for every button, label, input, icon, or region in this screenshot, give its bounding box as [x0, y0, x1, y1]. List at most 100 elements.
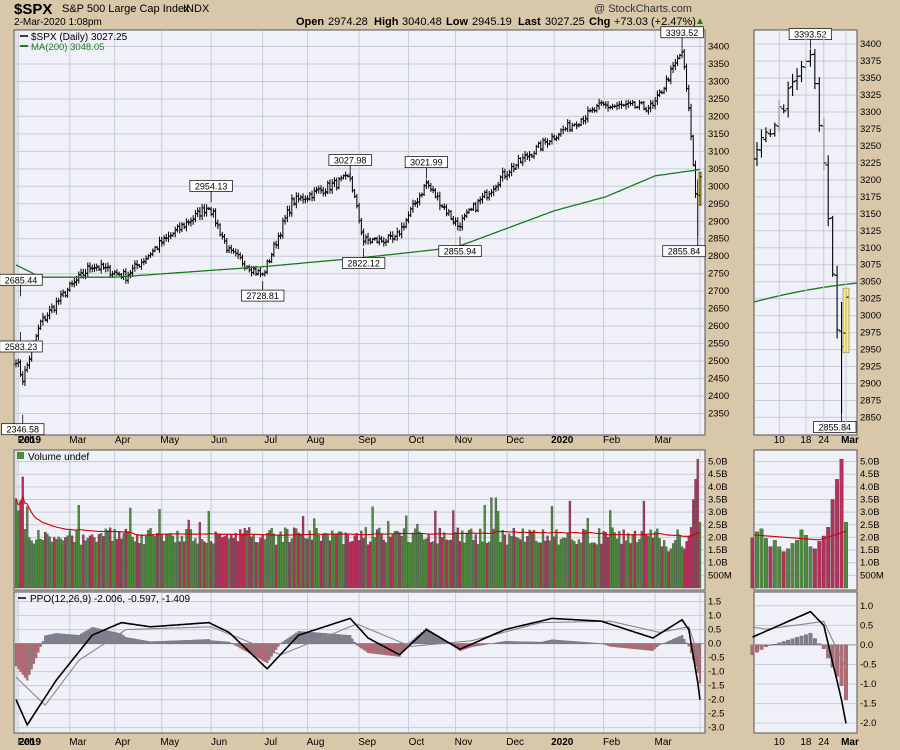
- histogram-bar: [559, 640, 563, 644]
- ohlc-bar: [386, 234, 390, 244]
- x-tick-label: Feb: [18, 435, 36, 446]
- volume-bar: [452, 510, 455, 589]
- volume-bar: [669, 548, 672, 589]
- histogram-bar: [676, 637, 679, 644]
- histogram-bar: [313, 632, 316, 644]
- histogram-bar: [420, 631, 424, 644]
- volume-bar: [582, 528, 585, 589]
- ohlc-bar: [382, 237, 386, 247]
- volume-bar: [171, 535, 175, 589]
- volume-bar: [456, 527, 459, 589]
- histogram-bar: [799, 635, 804, 646]
- ohlc-bar: [144, 255, 148, 264]
- histogram-bar: [93, 627, 96, 644]
- histogram-bar: [485, 643, 489, 645]
- histogram-bar: [118, 633, 121, 644]
- volume-bar: [129, 507, 132, 589]
- volume-bar: [122, 533, 125, 589]
- chg-up-icon: ▲: [695, 16, 705, 27]
- x-tick-label: 10: [774, 435, 786, 446]
- y-tick-label: 4.0B: [860, 482, 880, 493]
- histogram-bar: [358, 643, 361, 647]
- volume-bar: [239, 529, 242, 589]
- volume-bar: [559, 538, 563, 589]
- histogram-bar: [252, 643, 255, 656]
- volume-bar: [223, 536, 226, 589]
- histogram-bar: [506, 641, 509, 644]
- annotation-label: 3027.98: [334, 156, 367, 166]
- volume-bar: [41, 540, 45, 589]
- histogram-bar: [19, 643, 22, 672]
- ohlc-bar: [442, 203, 446, 211]
- histogram-bar: [519, 641, 522, 644]
- histogram-bar: [535, 641, 538, 644]
- ohlc-bar: [451, 215, 455, 225]
- y-tick-label: 3.5B: [860, 495, 880, 506]
- volume-bar: [611, 527, 614, 589]
- histogram-bar: [310, 632, 314, 644]
- volume-bar: [185, 529, 188, 589]
- histogram-bar: [26, 643, 29, 681]
- volume-bar: [759, 528, 764, 589]
- y-tick-label: 3175: [860, 192, 881, 203]
- histogram-bar: [109, 631, 112, 644]
- volume-bar: [631, 534, 634, 589]
- volume-bar: [174, 542, 177, 589]
- volume-bar: [232, 538, 235, 589]
- histogram-bar: [575, 641, 578, 644]
- volume-bar: [651, 537, 655, 589]
- volume-bar: [689, 527, 693, 589]
- ohlc-bar: [196, 207, 200, 217]
- ohlc-bar: [590, 106, 594, 113]
- volume-bar: [324, 532, 327, 589]
- ohlc-bar: [36, 324, 40, 340]
- histogram-bar: [340, 634, 343, 644]
- volume-bar: [586, 517, 589, 589]
- annotation-label: 2855.84: [668, 247, 701, 257]
- y-tick-label: 1.5: [708, 597, 721, 608]
- histogram-bar: [671, 639, 675, 644]
- histogram-bar: [142, 640, 145, 644]
- histogram-bar: [566, 640, 569, 644]
- ohlc-bar: [799, 60, 804, 83]
- histogram-bar: [375, 643, 379, 655]
- histogram-bar: [483, 643, 486, 645]
- ohlc-bar: [70, 280, 74, 287]
- ohlc-bar: [207, 206, 211, 211]
- histogram-bar: [501, 641, 504, 644]
- volume-bar: [624, 540, 628, 589]
- ohlc-bar: [389, 231, 393, 240]
- histogram-bar: [680, 635, 684, 644]
- histogram-bar: [189, 639, 193, 644]
- volume-bar: [97, 534, 101, 589]
- ohlc-bar: [214, 208, 218, 227]
- open-value: 2974.28: [328, 16, 368, 28]
- ohlc-bar: [570, 122, 574, 133]
- y-tick-label: 2800: [708, 251, 729, 262]
- volume-bar: [826, 527, 831, 589]
- histogram-bar: [362, 643, 365, 650]
- volume-bar: [609, 510, 612, 589]
- y-tick-label: 4.0B: [708, 482, 728, 493]
- y-tick-label: 2500: [708, 356, 729, 367]
- histogram-bar: [133, 638, 136, 644]
- histogram-bar: [759, 644, 764, 650]
- y-tick-label: 2925: [860, 362, 881, 373]
- volume-bar: [100, 533, 103, 589]
- y-tick-label: 2900: [708, 216, 729, 227]
- histogram-bar: [804, 634, 808, 646]
- volume-bar: [763, 538, 768, 589]
- ohlc-bar: [519, 157, 523, 164]
- histogram-bar: [218, 641, 222, 644]
- y-tick-label: 3250: [860, 141, 881, 152]
- volume-bar: [64, 537, 67, 589]
- histogram-bar: [171, 640, 175, 644]
- x-tick-label: 2020: [551, 435, 574, 446]
- ohlc-bar: [698, 172, 702, 206]
- histogram-bar: [335, 634, 338, 644]
- histogram-bar: [790, 638, 795, 646]
- annotation-label: 2954.13: [195, 181, 228, 191]
- ohlc-bar: [429, 182, 433, 192]
- ohlc-bar: [341, 174, 345, 180]
- volume-bar: [156, 533, 159, 589]
